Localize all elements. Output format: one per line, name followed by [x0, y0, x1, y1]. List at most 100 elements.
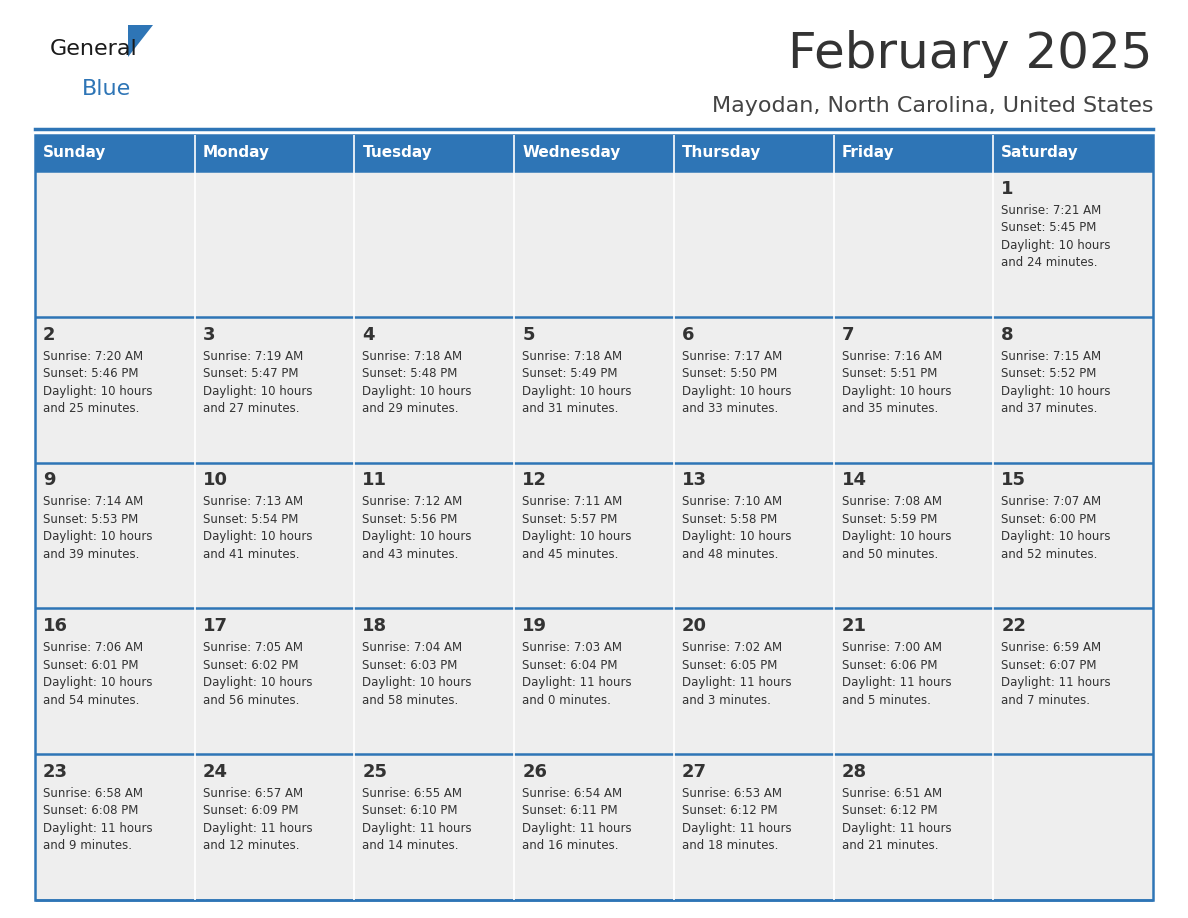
Bar — [354, 171, 514, 317]
Bar — [674, 609, 834, 755]
Text: and 3 minutes.: and 3 minutes. — [682, 694, 771, 707]
Bar — [195, 135, 354, 171]
Bar — [674, 171, 834, 317]
Text: 21: 21 — [841, 617, 866, 635]
Text: 25: 25 — [362, 763, 387, 781]
Text: Daylight: 10 hours: Daylight: 10 hours — [1001, 239, 1111, 252]
Bar — [195, 317, 354, 463]
Text: 22: 22 — [1001, 617, 1026, 635]
Text: Sunrise: 7:11 AM: Sunrise: 7:11 AM — [523, 496, 623, 509]
Bar — [354, 463, 514, 609]
Bar — [514, 463, 674, 609]
Text: 4: 4 — [362, 326, 375, 343]
Text: Sunrise: 7:13 AM: Sunrise: 7:13 AM — [203, 496, 303, 509]
Text: Daylight: 10 hours: Daylight: 10 hours — [362, 531, 472, 543]
Text: Sunset: 6:08 PM: Sunset: 6:08 PM — [43, 804, 138, 817]
Bar — [195, 755, 354, 900]
Text: Sunrise: 6:53 AM: Sunrise: 6:53 AM — [682, 787, 782, 800]
Text: and 54 minutes.: and 54 minutes. — [43, 694, 139, 707]
Text: 11: 11 — [362, 471, 387, 489]
Text: Daylight: 10 hours: Daylight: 10 hours — [682, 385, 791, 397]
Text: Sunset: 6:12 PM: Sunset: 6:12 PM — [841, 804, 937, 817]
Bar — [514, 755, 674, 900]
Text: Sunset: 5:46 PM: Sunset: 5:46 PM — [43, 367, 139, 380]
Bar — [34, 135, 1154, 900]
Text: Daylight: 10 hours: Daylight: 10 hours — [841, 531, 952, 543]
Bar — [674, 135, 834, 171]
Text: 16: 16 — [43, 617, 68, 635]
Text: Sunset: 5:45 PM: Sunset: 5:45 PM — [1001, 221, 1097, 234]
Text: Daylight: 10 hours: Daylight: 10 hours — [43, 385, 152, 397]
Text: Sunrise: 6:57 AM: Sunrise: 6:57 AM — [203, 787, 303, 800]
Text: Daylight: 11 hours: Daylight: 11 hours — [682, 822, 791, 835]
Text: and 25 minutes.: and 25 minutes. — [43, 402, 139, 415]
Text: and 16 minutes.: and 16 minutes. — [523, 839, 619, 853]
Text: Sunset: 5:58 PM: Sunset: 5:58 PM — [682, 513, 777, 526]
Text: 20: 20 — [682, 617, 707, 635]
Text: and 43 minutes.: and 43 minutes. — [362, 548, 459, 561]
Text: 13: 13 — [682, 471, 707, 489]
Text: and 24 minutes.: and 24 minutes. — [1001, 256, 1098, 269]
Text: and 37 minutes.: and 37 minutes. — [1001, 402, 1098, 415]
Text: 12: 12 — [523, 471, 548, 489]
Text: 18: 18 — [362, 617, 387, 635]
Text: Daylight: 11 hours: Daylight: 11 hours — [523, 677, 632, 689]
Text: Mayodan, North Carolina, United States: Mayodan, North Carolina, United States — [712, 96, 1154, 116]
Text: and 45 minutes.: and 45 minutes. — [523, 548, 619, 561]
Text: Sunrise: 7:18 AM: Sunrise: 7:18 AM — [523, 350, 623, 363]
Bar — [834, 755, 993, 900]
Text: 5: 5 — [523, 326, 535, 343]
Text: Sunset: 5:57 PM: Sunset: 5:57 PM — [523, 513, 618, 526]
Text: Daylight: 10 hours: Daylight: 10 hours — [682, 531, 791, 543]
Text: Sunrise: 7:20 AM: Sunrise: 7:20 AM — [43, 350, 143, 363]
Text: 24: 24 — [203, 763, 228, 781]
Text: Daylight: 10 hours: Daylight: 10 hours — [523, 385, 632, 397]
Text: Daylight: 11 hours: Daylight: 11 hours — [203, 822, 312, 835]
Bar — [674, 755, 834, 900]
Text: 8: 8 — [1001, 326, 1013, 343]
Text: Sunset: 5:48 PM: Sunset: 5:48 PM — [362, 367, 457, 380]
Text: Sunday: Sunday — [43, 145, 107, 161]
Bar — [354, 609, 514, 755]
Bar — [674, 463, 834, 609]
Text: Sunrise: 7:08 AM: Sunrise: 7:08 AM — [841, 496, 942, 509]
Text: and 0 minutes.: and 0 minutes. — [523, 694, 611, 707]
Bar — [195, 171, 354, 317]
Text: Sunset: 5:54 PM: Sunset: 5:54 PM — [203, 513, 298, 526]
Bar — [993, 171, 1154, 317]
Text: and 50 minutes.: and 50 minutes. — [841, 548, 937, 561]
Text: and 58 minutes.: and 58 minutes. — [362, 694, 459, 707]
Bar — [834, 463, 993, 609]
Text: Sunrise: 6:55 AM: Sunrise: 6:55 AM — [362, 787, 462, 800]
Text: and 35 minutes.: and 35 minutes. — [841, 402, 937, 415]
Polygon shape — [128, 25, 153, 57]
Text: Daylight: 10 hours: Daylight: 10 hours — [1001, 385, 1111, 397]
Text: Monday: Monday — [203, 145, 270, 161]
Text: Daylight: 10 hours: Daylight: 10 hours — [43, 531, 152, 543]
Text: Sunrise: 7:19 AM: Sunrise: 7:19 AM — [203, 350, 303, 363]
Text: 2: 2 — [43, 326, 56, 343]
Bar — [514, 317, 674, 463]
Text: and 48 minutes.: and 48 minutes. — [682, 548, 778, 561]
Bar — [34, 755, 195, 900]
Text: 28: 28 — [841, 763, 867, 781]
Text: Sunset: 6:10 PM: Sunset: 6:10 PM — [362, 804, 457, 817]
Text: Sunrise: 7:14 AM: Sunrise: 7:14 AM — [43, 496, 144, 509]
Text: Sunrise: 7:02 AM: Sunrise: 7:02 AM — [682, 641, 782, 655]
Text: Sunset: 6:12 PM: Sunset: 6:12 PM — [682, 804, 777, 817]
Text: and 12 minutes.: and 12 minutes. — [203, 839, 299, 853]
Text: Daylight: 10 hours: Daylight: 10 hours — [362, 385, 472, 397]
Text: Daylight: 10 hours: Daylight: 10 hours — [841, 385, 952, 397]
Text: 27: 27 — [682, 763, 707, 781]
Text: 19: 19 — [523, 617, 548, 635]
Text: Daylight: 10 hours: Daylight: 10 hours — [203, 531, 312, 543]
Text: and 9 minutes.: and 9 minutes. — [43, 839, 132, 853]
Text: Sunrise: 7:07 AM: Sunrise: 7:07 AM — [1001, 496, 1101, 509]
Text: Sunrise: 6:58 AM: Sunrise: 6:58 AM — [43, 787, 143, 800]
Text: Sunset: 6:02 PM: Sunset: 6:02 PM — [203, 658, 298, 672]
Text: Sunset: 6:04 PM: Sunset: 6:04 PM — [523, 658, 618, 672]
Text: Sunset: 5:53 PM: Sunset: 5:53 PM — [43, 513, 138, 526]
Text: Daylight: 10 hours: Daylight: 10 hours — [203, 677, 312, 689]
Bar — [34, 463, 195, 609]
Text: Wednesday: Wednesday — [523, 145, 620, 161]
